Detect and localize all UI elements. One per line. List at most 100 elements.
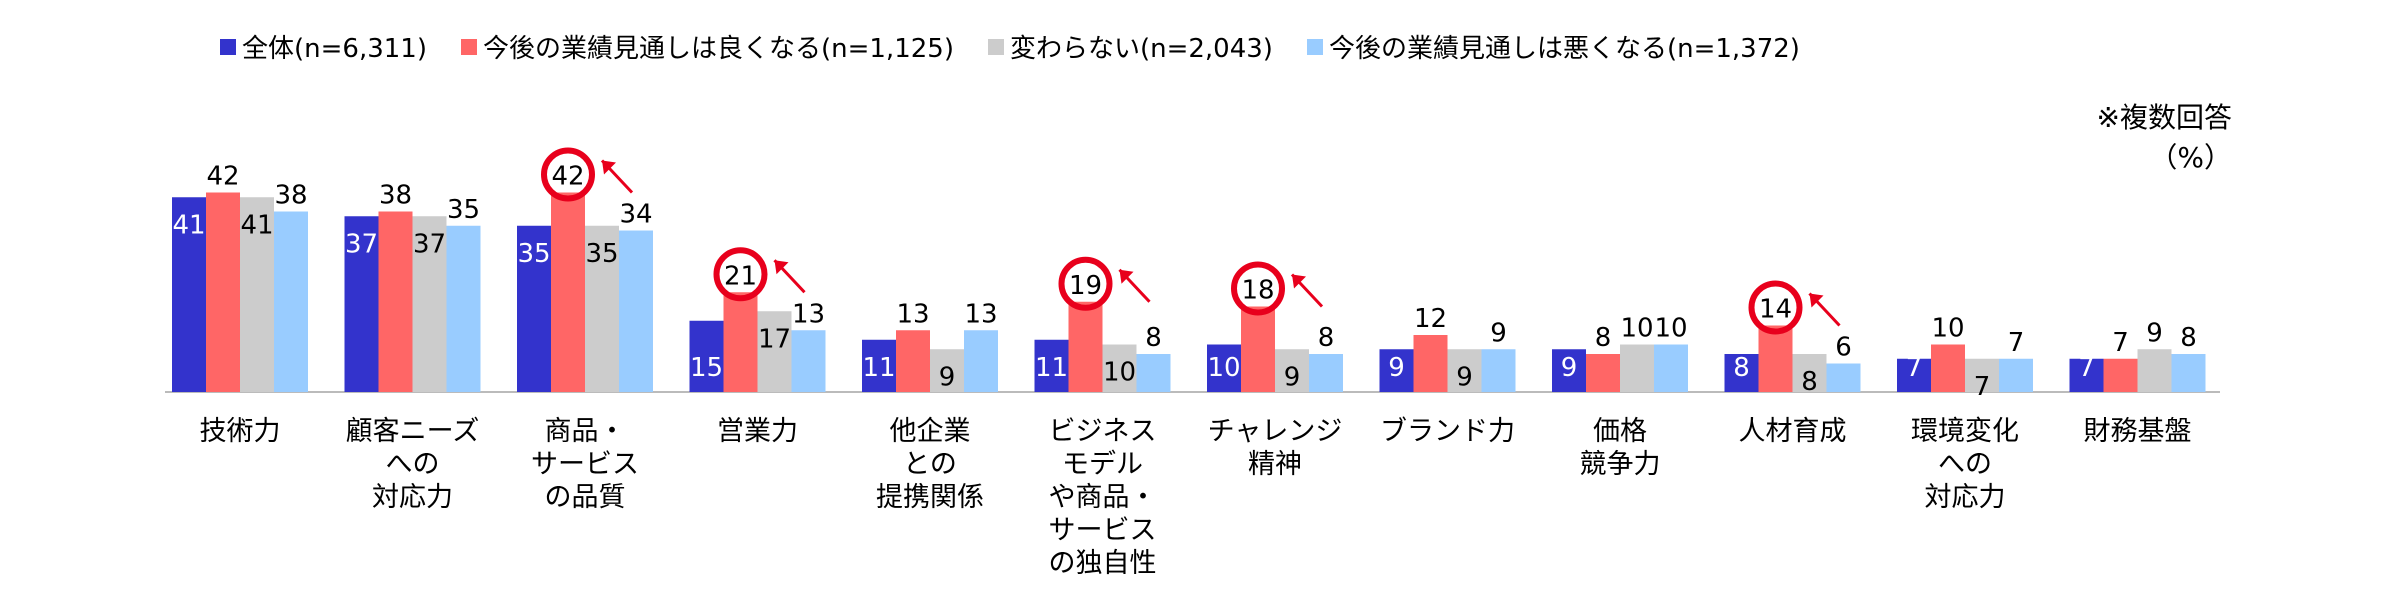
bar: [791, 330, 826, 392]
highlight-arrowhead: [1292, 274, 1306, 289]
category-label: の独自性: [1049, 548, 1157, 579]
bar: [723, 292, 758, 392]
value-label: 8: [2180, 323, 2197, 353]
category-label: 財務基盤: [2084, 416, 2192, 447]
value-label: 34: [619, 200, 652, 230]
category-label: 人材育成: [1739, 416, 1847, 447]
value-label: 9: [1561, 353, 1578, 383]
legend-swatch: [1306, 38, 1323, 55]
bar: [2171, 354, 2206, 392]
category-label: ビジネス: [1049, 416, 1157, 447]
category-label: サービス: [1049, 515, 1157, 546]
value-label: 35: [585, 239, 618, 269]
value-label: 10: [1207, 353, 1240, 383]
category-label: 価格: [1593, 416, 1647, 447]
value-label: 14: [1759, 295, 1792, 325]
unit-note: （%）: [2149, 141, 2232, 174]
category-label: 営業力: [717, 416, 798, 447]
value-label: 13: [964, 299, 997, 329]
bar: [689, 320, 724, 392]
bar: [1897, 358, 1931, 392]
legend-item: 変わらない(n=2,043): [987, 28, 1273, 65]
highlight-circle: [1231, 261, 1285, 316]
legend-item: 今後の業績見通しは良くなる(n=1,125): [460, 28, 954, 65]
bar: [2137, 349, 2172, 392]
value-label: 7: [1974, 372, 1991, 402]
category-label: への: [386, 449, 440, 480]
value-label: 8: [1801, 367, 1818, 397]
highlight-circle: [1058, 256, 1113, 311]
category-label: 精神: [1248, 449, 1302, 480]
bar: [1379, 349, 1414, 392]
bar: [930, 349, 964, 392]
value-label: 38: [379, 181, 412, 211]
value-label: 13: [896, 299, 929, 329]
bar: [964, 330, 998, 392]
value-label: 38: [274, 181, 307, 211]
value-label: 8: [1145, 323, 1162, 353]
value-label: 8: [1318, 323, 1335, 353]
category-label: チャレンジ: [1208, 416, 1343, 447]
legend-swatch: [220, 38, 236, 55]
bar: [1999, 358, 2033, 392]
value-label: 7: [2008, 328, 2025, 358]
bar: [1068, 301, 1103, 392]
category-label: 商品・: [545, 416, 626, 447]
category-label: 他企業: [890, 416, 971, 447]
value-label: 9: [1388, 353, 1405, 383]
bar: [344, 216, 379, 392]
category-label: 環境変化: [1911, 416, 2019, 447]
value-label: 37: [345, 229, 378, 259]
legend-item: 全体(n=6,311): [220, 28, 427, 65]
category-label: モデル: [1062, 449, 1143, 480]
value-label: 9: [939, 362, 956, 392]
bar: [172, 197, 206, 392]
category-label: ブランド力: [1380, 416, 1515, 447]
highlight-arrowhead: [774, 260, 789, 275]
value-label: 7: [1906, 353, 1923, 383]
value-label: 6: [1835, 333, 1852, 363]
bar: [240, 197, 274, 392]
value-label: 10: [1103, 358, 1136, 388]
highlight-arrowhead: [602, 160, 616, 175]
value-label: 35: [517, 239, 550, 269]
highlight-circle: [541, 147, 595, 202]
value-label: 35: [447, 195, 480, 225]
category-label: 対応力: [372, 482, 453, 513]
category-label: 顧客ニーズ: [346, 416, 480, 447]
bar: [412, 216, 447, 392]
bar: [1552, 349, 1586, 392]
legend: 全体(n=6,311) 今後の業績見通しは良くなる(n=1,125) 変わらない(n…: [220, 28, 1834, 65]
bar: [1931, 344, 1965, 392]
bar: [896, 330, 930, 392]
bar: [619, 230, 653, 392]
value-label: 9: [1490, 318, 1507, 348]
bar: [1586, 354, 1620, 392]
legend-label: 全体(n=6,311): [242, 34, 427, 64]
bar: [2103, 358, 2138, 392]
category-label: や商品・: [1049, 482, 1157, 513]
value-label: 37: [413, 229, 446, 259]
bar: [1136, 354, 1171, 392]
category-label: サービス: [531, 449, 639, 480]
bar: [1620, 344, 1654, 392]
bar: [1654, 344, 1688, 392]
value-label: 10: [1931, 314, 1964, 344]
highlight-circle: [1748, 280, 1803, 335]
bar: [1309, 354, 1343, 392]
category-label: 競争力: [1580, 449, 1661, 480]
legend-swatch: [460, 38, 477, 55]
value-label: 42: [551, 162, 584, 192]
category-label: の品質: [545, 482, 626, 513]
bar: [378, 211, 413, 392]
value-label: 18: [1241, 276, 1274, 306]
bar: [1034, 339, 1069, 392]
value-label: 7: [2078, 353, 2095, 383]
category-label: への: [1938, 449, 1992, 480]
highlight-arrowhead: [1119, 269, 1134, 284]
highlight-arrowhead: [1809, 293, 1824, 308]
value-label: 13: [792, 299, 825, 329]
legend-swatch: [987, 38, 1004, 55]
value-label: 11: [862, 353, 895, 383]
